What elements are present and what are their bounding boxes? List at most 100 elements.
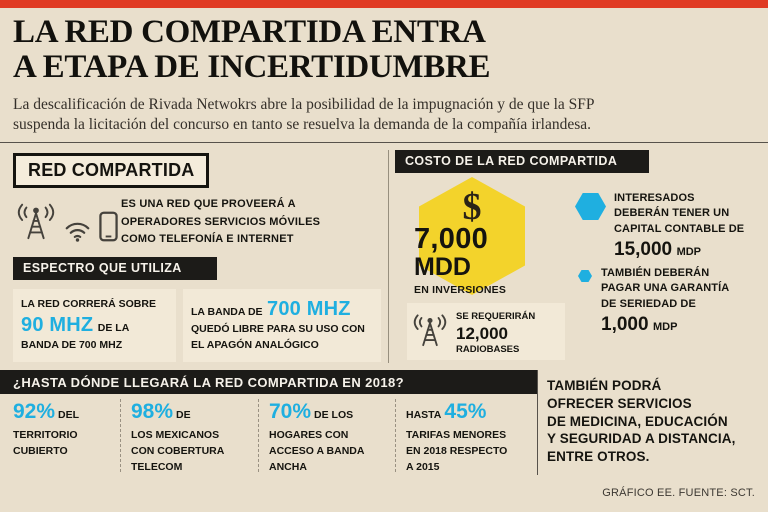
guarantee-value-line: 1,000 MDP (601, 314, 729, 336)
guarantee-value: 1,000 (601, 314, 649, 336)
network-icons (16, 198, 118, 242)
stat-first-line: 92% DEL (13, 401, 79, 422)
capital-line: DEBERÁN TENER UN (614, 207, 730, 220)
stat-line: ACCESO A BANDA (269, 444, 365, 457)
stat-lines: LOS MEXICANOS CON COBERTURA TELECOM (131, 428, 224, 475)
alcance-section-header: ¿HASTA DÓNDE LLEGARÁ LA RED COMPARTIDA E… (0, 370, 537, 394)
stat-inline: DE LOS (314, 409, 354, 421)
hexagon-bullet-icon-small (578, 270, 592, 282)
guarantee-line: TAMBIÉN DEBERÁN (601, 267, 710, 279)
capital-unit: MDP (676, 246, 702, 259)
source-credit: GRÁFICO EE. FUENTE: SCT. (602, 487, 755, 499)
stat-value: 70% (269, 400, 312, 423)
stat-value: 92% (13, 400, 56, 423)
stat-prefix: HASTA (406, 409, 442, 421)
stat-hogares: 70% DE LOS HOGARES CON ACCESO A BANDA ANC… (269, 401, 364, 475)
costo-section-header: COSTO DE LA RED COMPARTIDA (395, 150, 649, 173)
stat-first-line: HASTA 45% (406, 401, 507, 422)
spec-value-line: LA BANDA DE 700 MHZ (191, 298, 373, 321)
capital-line: INTERESADOS (614, 192, 695, 204)
note-line: TAMBIÉN PODRÁ (547, 378, 662, 393)
stat-inline: DEL (58, 409, 80, 421)
stat-separator (120, 399, 121, 472)
stat-separator (258, 399, 259, 472)
guarantee-line: PAGAR UNA GARANTÍA (601, 282, 730, 295)
stat-lines: TERRITORIO CUBIERTO (13, 428, 79, 460)
guarantee-unit: MDP (653, 321, 678, 334)
hexagon-bullet-icon (575, 193, 606, 220)
stat-tarifas: HASTA 45% TARIFAS MENORES EN 2018 RESPECT… (406, 401, 507, 475)
note-line: ENTRE OTROS. (547, 449, 650, 465)
spec-tail: QUEDÓ LIBRE PARA SU USO CON (191, 323, 365, 335)
investment-caption: EN INVERSIONES (414, 284, 507, 297)
antenna-icon (16, 198, 56, 242)
additional-services-note: TAMBIÉN PODRÁ OFRECER SERVICIOS DE MEDIC… (547, 377, 735, 466)
stat-line: CUBIERTO (13, 444, 68, 457)
guarantee-line: DE SERIEDAD DE (601, 297, 696, 310)
radiobases-tail: RADIOBASES (456, 344, 520, 356)
wifi-icon (64, 220, 91, 242)
capital-requirement: INTERESADOS DEBERÁN TENER UN CAPITAL CON… (614, 191, 744, 261)
stat-line: TELECOM (131, 460, 183, 473)
spec-tail: DE LA (97, 321, 130, 334)
radiobases-value: 12,000 (456, 323, 508, 343)
investment-amount: 7,000 MDD EN INVERSIONES (414, 223, 507, 297)
top-red-bar (0, 0, 768, 8)
description-line: ES UNA RED QUE PROVEERÁ A (121, 198, 296, 210)
page-subtitle: La descalificación de Rivada Netwokrs ab… (13, 95, 595, 136)
spec-lead: LA RED CORRERÁ SOBRE (21, 298, 156, 310)
title-line-1: LA RED COMPARTIDA ENTRA (13, 14, 486, 50)
espectro-90mhz-box: LA RED CORRERÁ SOBRE 90 MHZ DE LA BANDA … (13, 289, 176, 362)
dollar-icon: $ (462, 186, 482, 228)
smartphone-icon (99, 211, 118, 242)
stat-line: CON COBERTURA (131, 444, 225, 457)
stat-line: EN 2018 RESPECTO (406, 444, 508, 457)
spec-lead: LA BANDA DE (191, 306, 263, 318)
spec-value-700mhz: 700 MHZ (267, 298, 351, 320)
stat-line: ANCHA (269, 460, 307, 473)
investment-value: 7,000 (414, 223, 489, 255)
stat-mexicanos: 98% DE LOS MEXICANOS CON COBERTURA TELECO… (131, 401, 224, 475)
capital-value: 15,000 (614, 239, 673, 261)
spec-value-90mhz: 90 MHZ (21, 313, 94, 336)
espectro-700mhz-box: LA BANDA DE 700 MHZ QUEDÓ LIBRE PARA SU … (183, 289, 381, 362)
page-title: LA RED COMPARTIDA ENTRA A ETAPA DE INCER… (13, 14, 491, 85)
note-line: Y SEGURIDAD A DISTANCIA, (547, 431, 736, 447)
stat-line: A 2015 (406, 460, 440, 473)
investment-unit: MDD (414, 253, 471, 281)
spec-value-line: 90 MHZ DE LA (21, 314, 168, 337)
stat-lines: TARIFAS MENORES EN 2018 RESPECTO A 2015 (406, 428, 507, 475)
subtitle-line-2: suspenda la licitación del concurso en t… (13, 116, 592, 134)
spec-tail: BANDA DE 700 MHZ (21, 338, 123, 351)
stat-first-line: 98% DE (131, 401, 224, 422)
stat-line: TARIFAS MENORES (406, 429, 507, 441)
guarantee-requirement: TAMBIÉN DEBERÁN PAGAR UNA GARANTÍA DE SE… (601, 266, 729, 336)
radiobases-text: SE REQUERIRÁN 12,000 RADIOBASES (456, 310, 535, 357)
stat-line: LOS MEXICANOS (131, 429, 220, 441)
title-line-2: A ETAPA DE INCERTIDUMBRE (13, 48, 491, 85)
espectro-section-header: ESPECTRO QUE UTILIZA (13, 257, 217, 280)
stat-first-line: 70% DE LOS (269, 401, 364, 422)
stat-value: 45% (444, 400, 487, 423)
stat-separator (395, 399, 396, 472)
red-compartida-description: ES UNA RED QUE PROVEERÁ A OPERADORES SER… (121, 196, 320, 249)
radiobases-lead: SE REQUERIRÁN (456, 311, 536, 322)
note-line: DE MEDICINA, EDUCACIÓN (547, 413, 728, 429)
column-divider (388, 150, 389, 363)
stat-line: HOGARES CON (269, 429, 349, 441)
subtitle-line-1: La descalificación de Rivada Netwokrs ab… (13, 96, 595, 113)
spec-tail: EL APAGÓN ANALÓGICO (191, 338, 319, 351)
stat-lines: HOGARES CON ACCESO A BANDA ANCHA (269, 428, 364, 475)
description-line: OPERADORES SERVICIOS MÓVILES (121, 215, 321, 228)
antenna-icon-small (413, 309, 447, 349)
description-line: COMO TELEFONÍA E INTERNET (121, 233, 294, 246)
stat-value: 98% (131, 400, 174, 423)
red-compartida-title-box: RED COMPARTIDA (13, 153, 210, 188)
stat-territorio: 92% DEL TERRITORIO CUBIERTO (13, 401, 79, 460)
note-line: OFRECER SERVICIOS (547, 395, 692, 411)
stat-inline: DE (176, 409, 191, 421)
header-divider (0, 142, 768, 143)
capital-value-line: 15,000 MDP (614, 239, 744, 261)
capital-line: CAPITAL CONTABLE DE (614, 222, 745, 235)
